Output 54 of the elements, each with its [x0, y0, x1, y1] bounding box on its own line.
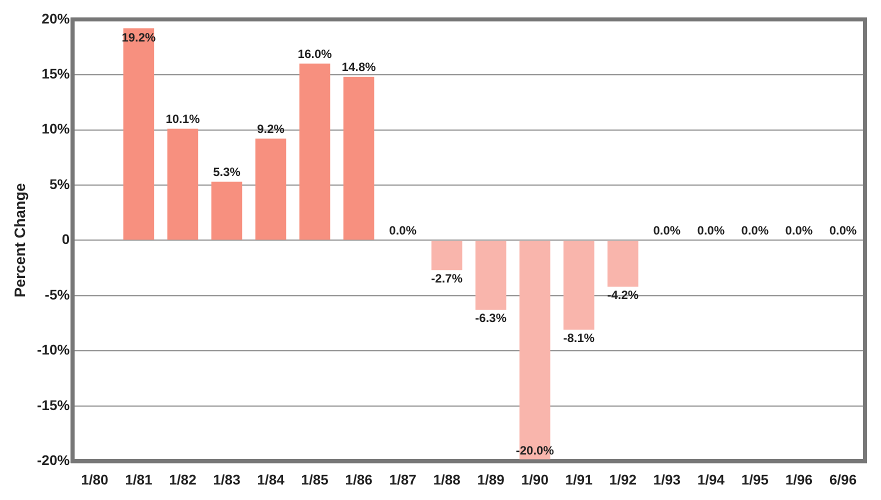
bar — [343, 76, 374, 240]
data-label: 0.0% — [389, 224, 417, 238]
bar — [123, 28, 154, 240]
data-label: 0.0% — [785, 224, 813, 238]
data-label: 14.8% — [342, 60, 376, 74]
data-label: 5.3% — [213, 165, 241, 180]
y-tick-label: -10% — [36, 342, 70, 358]
x-tick-label: 1/94 — [697, 471, 725, 488]
bar — [255, 138, 286, 240]
y-tick-label: -5% — [44, 286, 70, 302]
y-tick-label: 10% — [42, 120, 70, 137]
data-label: -20.0% — [516, 444, 554, 458]
x-tick-label: 1/81 — [125, 471, 153, 488]
x-tick-label: 1/92 — [609, 471, 637, 488]
bar — [299, 64, 330, 240]
x-tick-label: 1/82 — [169, 471, 197, 488]
x-tick-label: 1/85 — [301, 471, 329, 488]
data-label: 0.0% — [741, 224, 769, 238]
bar — [211, 182, 242, 240]
data-label: 0.0% — [697, 224, 725, 238]
y-tick-label: 20% — [42, 10, 70, 26]
x-tick-label: 1/83 — [213, 471, 241, 488]
y-axis-title: Percent Change — [12, 183, 30, 298]
x-tick-label: 1/86 — [345, 471, 373, 488]
data-label: 0.0% — [653, 224, 681, 238]
x-tick-label: 1/84 — [257, 471, 285, 488]
bar — [563, 240, 594, 330]
x-tick-label: 1/95 — [741, 471, 769, 488]
x-tick-label: 1/96 — [785, 471, 813, 488]
data-label: 0.0% — [829, 224, 857, 238]
x-tick-label: 1/90 — [521, 471, 549, 488]
data-label: -6.3% — [475, 311, 507, 326]
x-tick-label: 6/96 — [829, 471, 857, 488]
x-tick-label: 1/80 — [81, 471, 109, 488]
bar — [431, 240, 462, 270]
y-tick-label: 0 — [62, 231, 70, 248]
y-tick-label: -20% — [36, 452, 70, 468]
y-tick-label: 5% — [49, 176, 70, 192]
data-label: -2.7% — [431, 271, 463, 286]
y-tick-label: 15% — [42, 65, 70, 82]
bar — [167, 128, 198, 240]
data-label: 10.1% — [166, 112, 200, 126]
bar — [475, 240, 506, 310]
data-label: 9.2% — [257, 122, 285, 136]
x-tick-label: 1/88 — [433, 471, 461, 488]
data-label: -4.2% — [607, 288, 639, 302]
x-tick-label: 1/89 — [477, 471, 505, 488]
bar — [607, 240, 638, 287]
data-label: 16.0% — [298, 46, 332, 61]
y-tick-label: -15% — [36, 396, 70, 413]
x-tick-label: 1/93 — [653, 471, 681, 488]
data-label: -8.1% — [563, 331, 595, 346]
x-tick-label: 1/87 — [389, 471, 417, 488]
x-tick-label: 1/91 — [565, 471, 593, 488]
